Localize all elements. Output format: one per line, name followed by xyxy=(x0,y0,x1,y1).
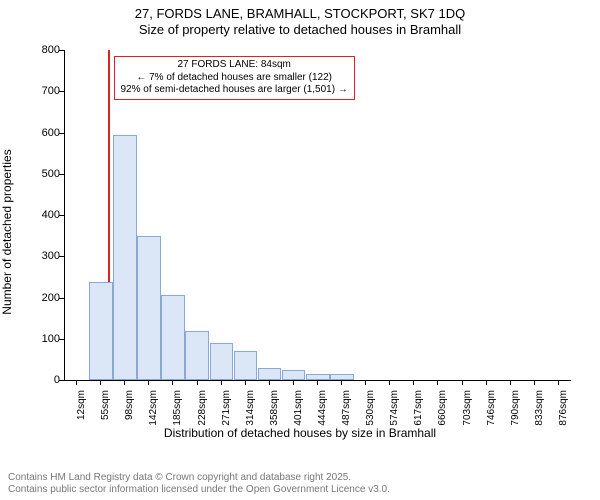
y-tick-label: 200 xyxy=(0,292,60,304)
x-tick-label: 703sqm xyxy=(462,390,473,430)
chart-area: Number of detached properties 0100200300… xyxy=(0,42,600,442)
histogram-bar xyxy=(282,370,306,380)
x-tick-mark xyxy=(269,380,270,385)
histogram-bar xyxy=(210,343,234,380)
x-tick-mark xyxy=(486,380,487,385)
x-tick-mark xyxy=(389,380,390,385)
annotation-line-2: ← 7% of detached houses are smaller (122… xyxy=(121,72,348,85)
x-tick-mark xyxy=(197,380,198,385)
x-tick-label: 876sqm xyxy=(558,390,569,430)
y-tick-label: 500 xyxy=(0,168,60,180)
x-tick-mark xyxy=(365,380,366,385)
x-tick-mark xyxy=(124,380,125,385)
x-tick-mark xyxy=(317,380,318,385)
annotation-line-3: 92% of semi-detached houses are larger (… xyxy=(121,84,348,97)
x-tick-label: 574sqm xyxy=(389,390,400,430)
x-tick-label: 98sqm xyxy=(124,390,135,430)
x-tick-mark xyxy=(221,380,222,385)
x-tick-mark xyxy=(76,380,77,385)
x-tick-mark xyxy=(245,380,246,385)
histogram-bar xyxy=(161,295,185,380)
x-tick-mark xyxy=(558,380,559,385)
footer-attribution: Contains HM Land Registry data © Crown c… xyxy=(8,472,390,496)
y-tick-label: 600 xyxy=(0,127,60,139)
x-tick-label: 790sqm xyxy=(510,390,521,430)
x-tick-mark xyxy=(172,380,173,385)
y-tick-label: 300 xyxy=(0,250,60,262)
histogram-bar xyxy=(185,331,209,381)
title-line-1: 27, FORDS LANE, BRAMHALL, STOCKPORT, SK7… xyxy=(0,6,600,22)
x-tick-label: 487sqm xyxy=(341,390,352,430)
x-tick-label: 401sqm xyxy=(293,390,304,430)
histogram-bar xyxy=(258,368,282,380)
y-tick-label: 400 xyxy=(0,209,60,221)
chart-title-block: 27, FORDS LANE, BRAMHALL, STOCKPORT, SK7… xyxy=(0,0,600,39)
plot-region: 27 FORDS LANE: 84sqm ← 7% of detached ho… xyxy=(64,50,571,381)
x-tick-mark xyxy=(341,380,342,385)
x-tick-label: 833sqm xyxy=(534,390,545,430)
histogram-bar xyxy=(113,135,137,380)
x-tick-label: 185sqm xyxy=(172,390,183,430)
x-tick-label: 314sqm xyxy=(245,390,256,430)
footer-line-1: Contains HM Land Registry data © Crown c… xyxy=(8,472,390,484)
x-tick-mark xyxy=(437,380,438,385)
footer-line-2: Contains public sector information licen… xyxy=(8,484,390,496)
histogram-bar xyxy=(234,351,258,380)
x-tick-mark xyxy=(148,380,149,385)
y-tick-label: 100 xyxy=(0,333,60,345)
y-tick-label: 800 xyxy=(0,44,60,56)
x-tick-label: 530sqm xyxy=(365,390,376,430)
histogram-bar xyxy=(137,236,161,380)
title-line-2: Size of property relative to detached ho… xyxy=(0,22,600,38)
x-tick-label: 660sqm xyxy=(437,390,448,430)
x-tick-mark xyxy=(510,380,511,385)
x-tick-label: 228sqm xyxy=(197,390,208,430)
x-tick-mark xyxy=(100,380,101,385)
x-tick-mark xyxy=(413,380,414,385)
y-tick-label: 700 xyxy=(0,85,60,97)
x-tick-label: 617sqm xyxy=(413,390,424,430)
x-tick-label: 746sqm xyxy=(486,390,497,430)
x-tick-label: 55sqm xyxy=(100,390,111,430)
histogram-bar xyxy=(89,282,113,380)
x-axis-label: Distribution of detached houses by size … xyxy=(0,426,600,440)
y-tick-label: 0 xyxy=(0,374,60,386)
x-tick-label: 271sqm xyxy=(221,390,232,430)
x-tick-label: 142sqm xyxy=(148,390,159,430)
annotation-box: 27 FORDS LANE: 84sqm ← 7% of detached ho… xyxy=(114,56,355,100)
x-tick-mark xyxy=(293,380,294,385)
x-tick-label: 444sqm xyxy=(317,390,328,430)
annotation-line-1: 27 FORDS LANE: 84sqm xyxy=(121,59,348,72)
x-tick-mark xyxy=(462,380,463,385)
x-tick-label: 12sqm xyxy=(76,390,87,430)
x-tick-mark xyxy=(534,380,535,385)
x-tick-label: 358sqm xyxy=(269,390,280,430)
